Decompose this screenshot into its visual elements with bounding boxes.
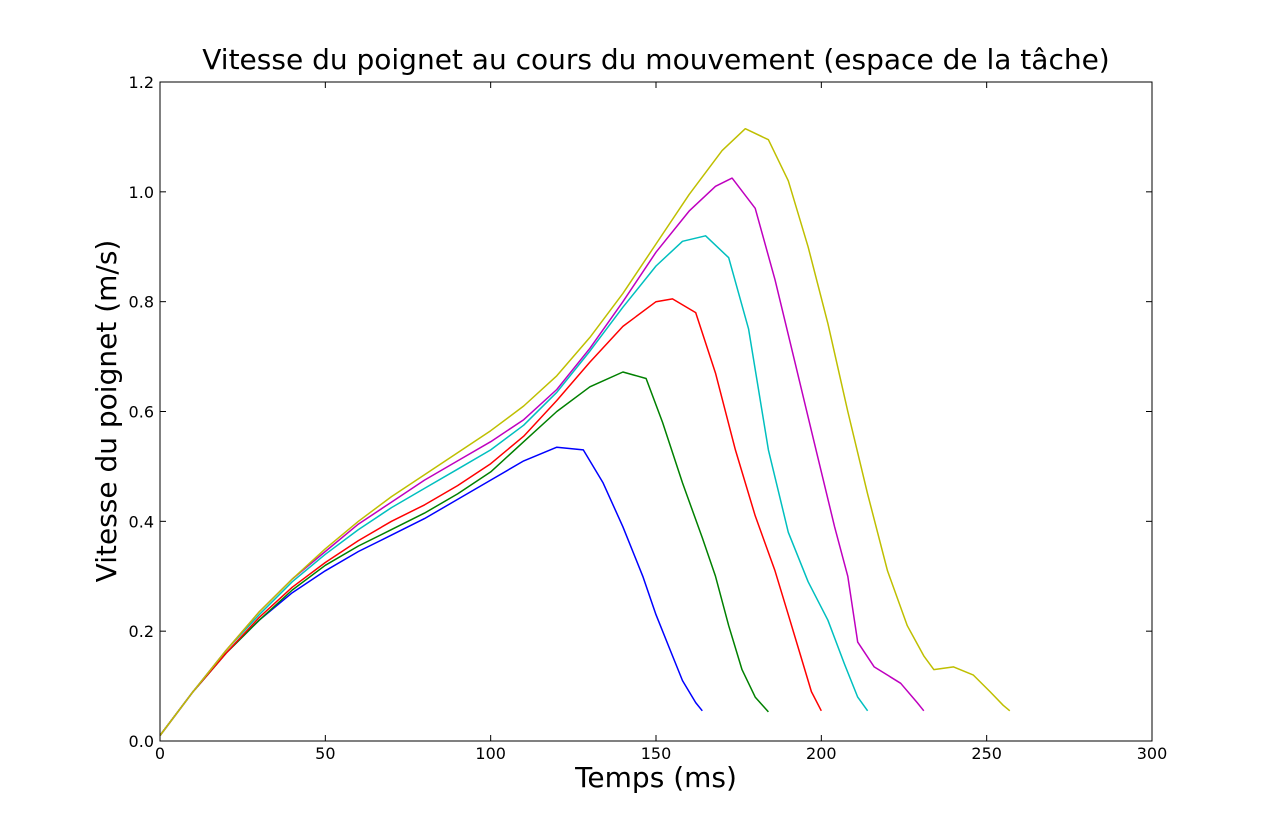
plot-frame: [159, 81, 1153, 742]
x-tick-label: 100: [475, 744, 506, 763]
chart-title: Vitesse du poignet au cours du mouvement…: [202, 43, 1109, 76]
series-line-1: [159, 446, 703, 736]
x-tick-label: 300: [1137, 744, 1168, 763]
x-tick-label: 50: [315, 744, 335, 763]
x-tick-label: 200: [806, 744, 837, 763]
series-line-5: [159, 177, 925, 736]
x-tick-label: 250: [971, 744, 1002, 763]
series-line-4: [159, 235, 869, 736]
y-tick-label: 0.6: [129, 403, 154, 422]
y-tick-label: 0.0: [129, 732, 154, 751]
y-tick-label: 0.2: [129, 622, 154, 641]
y-axis-label: Vitesse du poignet (m/s): [90, 240, 123, 583]
plot-area: 0 50 100 150 200 250 300 0.0 0.2 0.4 0.6 0.8 1.0 1.2: [129, 73, 1168, 763]
y-tick-label: 0.8: [129, 293, 154, 312]
x-tick-label: 0: [155, 744, 165, 763]
x-tick-label: 150: [641, 744, 672, 763]
y-tick-label: 0.4: [129, 512, 154, 531]
series-line-3: [159, 298, 822, 736]
y-tick-label: 1.2: [129, 73, 154, 92]
x-axis-label: Temps (ms): [574, 761, 737, 794]
y-tick-label: 1.0: [129, 183, 154, 202]
series-line-2: [159, 371, 769, 736]
series-line-6: [159, 127, 1011, 736]
